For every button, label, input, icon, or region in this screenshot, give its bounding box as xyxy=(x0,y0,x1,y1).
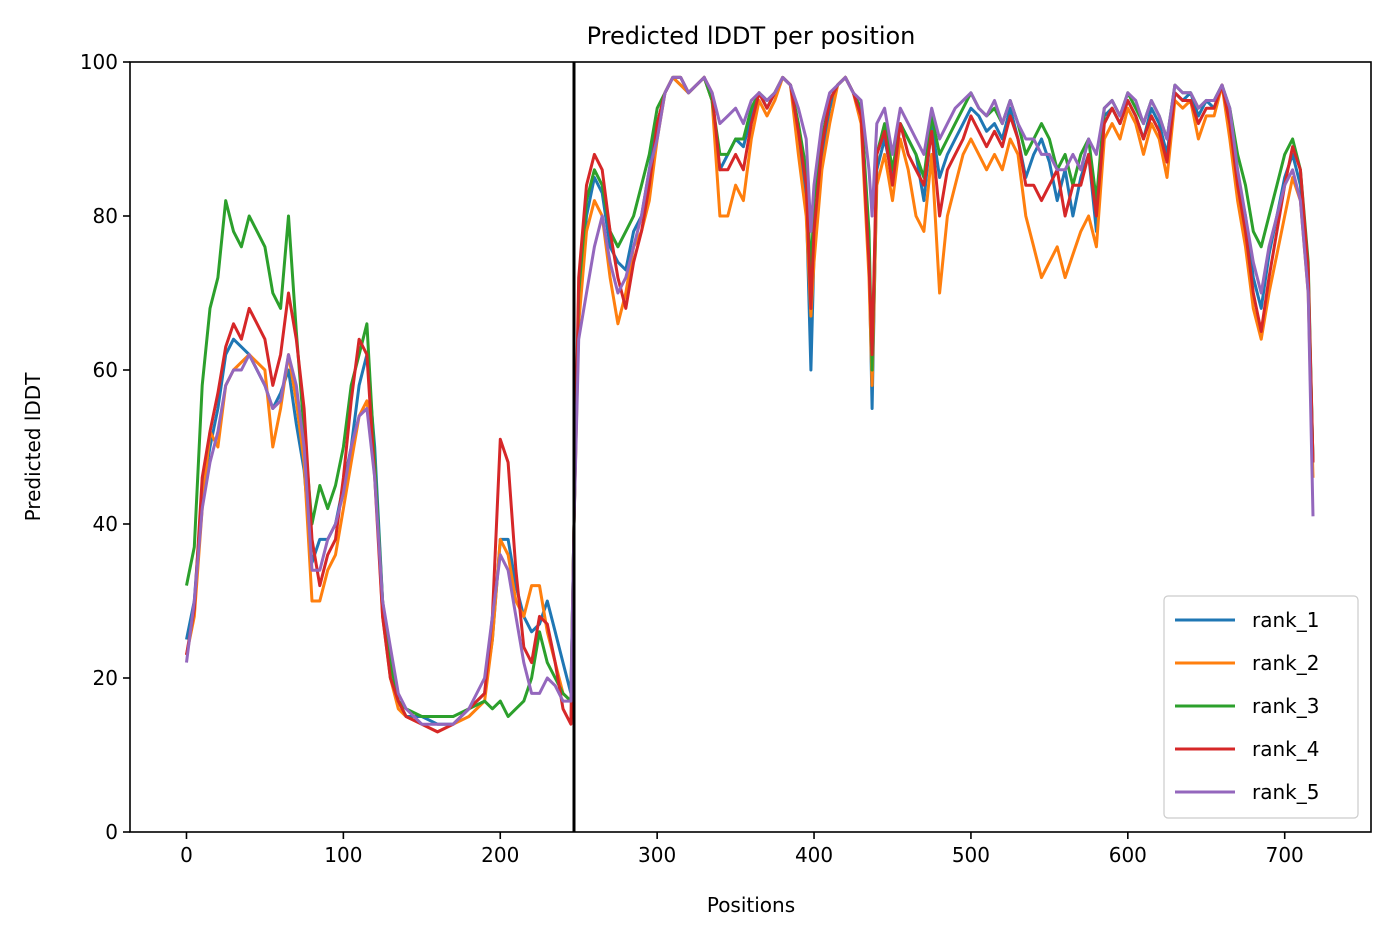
series-line-rank_5 xyxy=(185,75,1315,726)
x-tick-label: 100 xyxy=(324,843,362,867)
legend-label-rank_5: rank_5 xyxy=(1252,780,1319,804)
y-tick-label: 100 xyxy=(80,50,118,74)
x-tick-label: 200 xyxy=(481,843,519,867)
legend-label-rank_4: rank_4 xyxy=(1252,737,1319,761)
x-axis-ticks: 0 100 200 300 400 500 600 700 xyxy=(180,832,1304,867)
chart-title: Predicted lDDT per position xyxy=(587,22,916,50)
y-axis-ticks: 0 20 40 60 80 100 xyxy=(80,50,130,844)
x-tick-label: 400 xyxy=(795,843,833,867)
plot-frame xyxy=(129,61,1372,833)
x-tick-label: 300 xyxy=(638,843,676,867)
legend-label-rank_2: rank_2 xyxy=(1252,651,1319,675)
y-tick-label: 60 xyxy=(93,358,118,382)
legend-label-rank_1: rank_1 xyxy=(1252,608,1319,632)
x-tick-label: 700 xyxy=(1266,843,1304,867)
y-tick-label: 80 xyxy=(93,204,118,228)
x-tick-label: 0 xyxy=(180,843,193,867)
x-axis-label: Positions xyxy=(707,893,795,917)
x-tick-label: 500 xyxy=(952,843,990,867)
series-layer xyxy=(185,75,1315,734)
y-axis-label: Predicted lDDT xyxy=(21,372,45,522)
legend-label-rank_3: rank_3 xyxy=(1252,694,1319,718)
legend: rank_1 rank_2 rank_3 rank_4 rank_5 xyxy=(1163,595,1359,819)
y-tick-label: 40 xyxy=(93,512,118,536)
y-tick-label: 0 xyxy=(105,820,118,844)
legend-box xyxy=(1163,595,1359,819)
y-tick-label: 20 xyxy=(93,666,118,690)
x-tick-label: 600 xyxy=(1109,843,1147,867)
